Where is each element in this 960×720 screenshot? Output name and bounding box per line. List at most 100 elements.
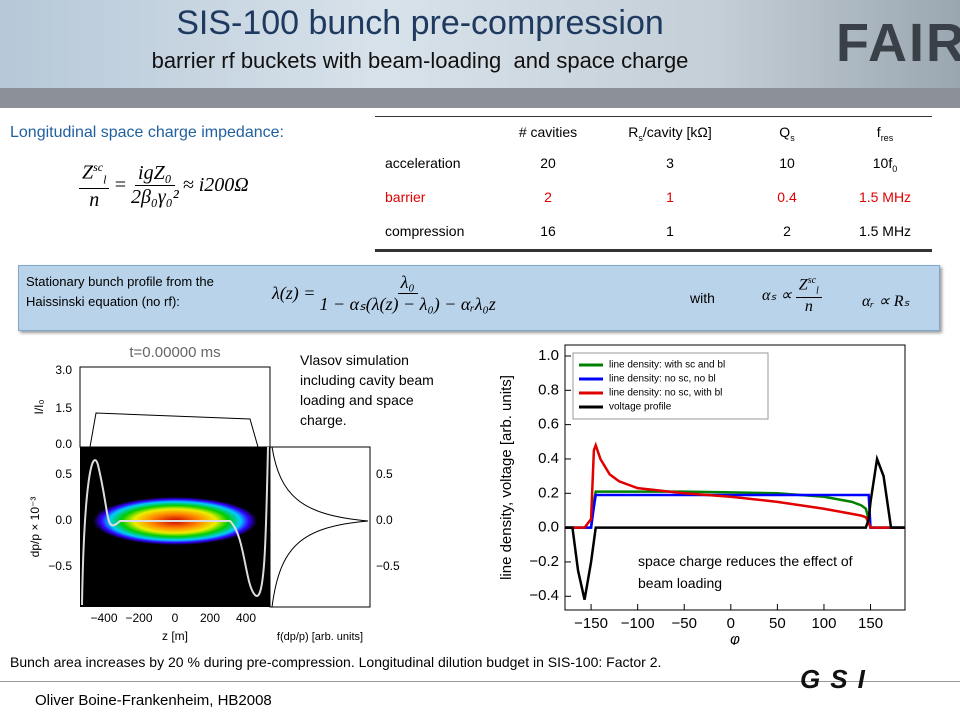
tick: −0.5 xyxy=(48,559,72,573)
tick: 0.5 xyxy=(55,467,72,481)
table-cell: 1.5 MHz xyxy=(858,189,912,205)
table-cell: 16 xyxy=(540,223,556,239)
f: l xyxy=(103,172,107,187)
tick: 3.0 xyxy=(55,363,72,377)
alpha-r: αᵣ ∝ Rₛ xyxy=(862,293,910,310)
tick: −0.5 xyxy=(376,559,400,573)
xlabel: f(dp/p) [arb. units] xyxy=(277,631,363,643)
x-tick-label: 50 xyxy=(769,615,786,632)
x-tick-label: 150 xyxy=(858,615,883,632)
series-line xyxy=(565,493,905,529)
table-cell: 2 xyxy=(783,223,791,239)
impedance-formula: Zscl n = igZ₀ 2β₀γ₀² ≈ i200Ω xyxy=(75,160,249,212)
table-cell: 1.5 MHz xyxy=(858,223,912,239)
cell-sub: s xyxy=(790,132,795,143)
separatrix xyxy=(81,446,269,606)
cell-text: f xyxy=(876,124,881,140)
haissinski-formula: λ(z) = λ₀ 1 − αₛ(λ(z) − λ₀) − αᵣλ₀z xyxy=(272,272,500,315)
alpha-s: αₛ ∝ Zscl n xyxy=(762,275,826,316)
vlasov-figure: t=0.00000 ms 3.0 1.5 0.0 I/I₀ 0.5 0.0 −0… xyxy=(28,344,400,643)
y-tick-label: 1.0 xyxy=(538,347,559,364)
f: sc xyxy=(93,160,104,174)
cell-text: Q xyxy=(779,124,791,140)
f: 1 − αₛ(λ(z) − λ₀) − αᵣλ₀z xyxy=(319,294,496,314)
impedance-heading: Longitudinal space charge impedance: xyxy=(10,124,284,141)
cell-text: 10f xyxy=(872,155,893,171)
legend-label: line density: no sc, with bl xyxy=(609,388,722,399)
xlabel: z [m] xyxy=(162,629,188,643)
footer-note: Bunch area increases by 20 % during pre-… xyxy=(10,654,662,670)
legend-label: voltage profile xyxy=(609,402,672,413)
tick: 0.0 xyxy=(55,437,72,451)
profile-text: Stationary bunch profile from the Haissi… xyxy=(26,274,214,309)
x-tick-label: −100 xyxy=(621,615,655,632)
f: l xyxy=(816,285,819,297)
table-cell: fres xyxy=(805,124,960,143)
f: αₛ ∝ xyxy=(762,287,792,305)
header-strip xyxy=(0,88,960,108)
y-tick-label: 0.2 xyxy=(538,484,559,501)
table-cell: # cavities xyxy=(518,124,578,140)
f: igZ₀ xyxy=(135,162,175,187)
y-tick-label: 0.0 xyxy=(538,519,559,536)
cell-sub: res xyxy=(880,132,894,143)
cell-sub: s xyxy=(638,132,643,143)
top-curve xyxy=(80,412,270,448)
vlasov-note: Vlasov simulation including cavity beam … xyxy=(300,352,434,428)
table-cell: 0.4 xyxy=(777,189,797,205)
subtitle: barrier rf buckets with beam-loading and… xyxy=(151,48,689,73)
x-axis-label: φ xyxy=(730,631,740,645)
f: n xyxy=(89,188,100,211)
fig-title: t=0.00000 ms xyxy=(129,344,220,361)
cell-text: R xyxy=(628,124,639,140)
title: SIS-100 bunch pre-compression xyxy=(176,4,664,42)
y-axis-label: line density, voltage [arb. units] xyxy=(498,375,515,580)
f: Z xyxy=(82,161,94,184)
y-tick-label: −0.4 xyxy=(529,587,559,604)
legend-box xyxy=(572,352,769,420)
table-cell: Qs xyxy=(707,124,867,143)
f: Z xyxy=(798,276,808,294)
plot-frame xyxy=(564,344,906,611)
with: with xyxy=(690,290,715,306)
tick: 400 xyxy=(236,611,256,625)
table-cell: 1 xyxy=(666,223,674,239)
f: n xyxy=(804,297,813,315)
logo-gsi: GSI xyxy=(800,664,875,694)
table-cell: 10 xyxy=(779,155,795,171)
top-panel xyxy=(79,366,271,448)
x-tick-label: −50 xyxy=(672,615,697,632)
tick: 0.0 xyxy=(376,513,393,527)
f: sc xyxy=(807,275,817,286)
profile-box xyxy=(18,265,940,331)
tick: 1.5 xyxy=(55,401,72,415)
y-tick-label: −0.2 xyxy=(529,553,559,570)
table-cell: 2 xyxy=(544,189,552,205)
f: λ(z) = xyxy=(272,283,316,303)
line-chart: −0.4 −0.2 0.0 0.2 0.4 0.6 0.8 1.0 −150 −100 −50 0 50… xyxy=(498,344,906,645)
projection xyxy=(271,446,369,608)
tick: 0.5 xyxy=(376,467,393,481)
ylabel: dp/p × 10⁻³ xyxy=(28,497,42,558)
logo-fair: FAIR xyxy=(836,13,960,73)
table-cell: Rs/cavity [kΩ] xyxy=(590,124,750,143)
table: # cavities Rs/cavity [kΩ] Qs fres accelerati… xyxy=(375,116,932,252)
table-cell: 20 xyxy=(540,155,556,171)
annotation: space charge reduces the effect of beam … xyxy=(638,553,853,591)
legend-label: line density: with sc and bl xyxy=(609,360,725,371)
series-line xyxy=(565,454,905,600)
x-tick-label: 0 xyxy=(727,615,735,632)
f: ≈ i200Ω xyxy=(182,174,249,197)
tick: −200 xyxy=(125,611,152,625)
author: Oliver Boine-Frankenheim, HB2008 xyxy=(35,692,272,709)
legend-label: line density: no sc, no bl xyxy=(609,374,716,385)
f: λ₀ xyxy=(397,272,418,294)
cell-sub: 0 xyxy=(892,163,898,174)
tick: 0 xyxy=(172,611,179,625)
tick: 200 xyxy=(200,611,220,625)
ylabel: I/I₀ xyxy=(32,399,46,414)
series-line xyxy=(565,441,905,529)
cell-text: /cavity [kΩ] xyxy=(642,124,712,140)
x-tick-label: −150 xyxy=(574,615,608,632)
